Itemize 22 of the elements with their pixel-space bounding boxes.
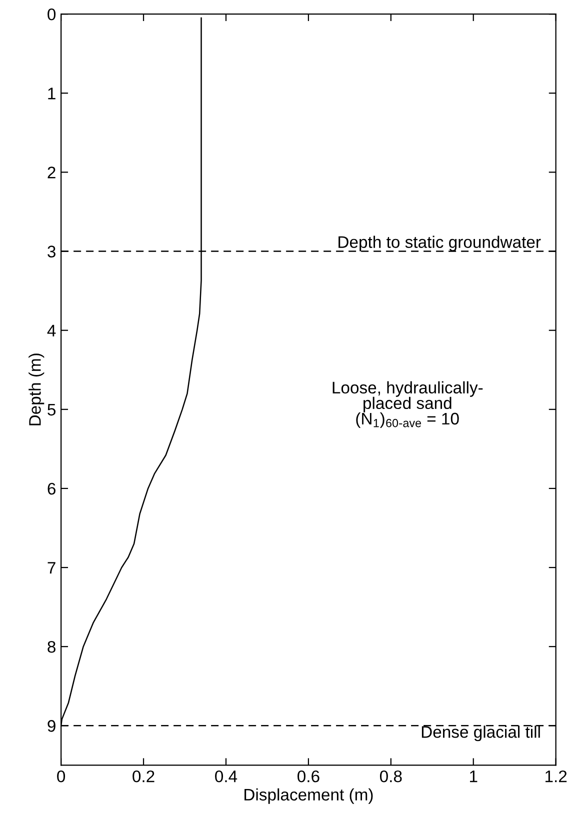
x-axis-title: Displacement (m): [244, 788, 373, 804]
x-tick-label: 1: [470, 770, 478, 782]
x-tick-label: 0.2: [132, 770, 154, 782]
y-tick-label: 5: [48, 404, 56, 416]
x-tick-label: 0.6: [298, 770, 320, 782]
annotation: Loose, hydraulically- placed sand (N$_{1}$)$_{60-ave}$ = 10: [332, 381, 483, 428]
y-tick-label: 6: [48, 482, 56, 495]
y-tick-label: 3: [48, 246, 56, 258]
ref-line-label: Dense glacial till: [422, 726, 540, 742]
x-tick-label: 0.8: [380, 770, 402, 782]
x-tick-label: 1.2: [546, 770, 567, 782]
y-tick-label: 2: [48, 166, 56, 178]
x-tick-label: 0.4: [215, 770, 238, 782]
ref-line-label: Depth to static groundwater: [338, 236, 541, 252]
y-tick-label: 1: [48, 88, 56, 100]
y-tick-label: 8: [48, 640, 56, 653]
y-axis-title: Depth (m): [28, 354, 44, 426]
y-tick-label: 7: [48, 562, 56, 574]
y-tick-label: 0: [48, 8, 56, 20]
x-tick-label: 0: [57, 770, 66, 782]
y-tick-label: 4: [47, 324, 56, 336]
y-tick-label: 9: [48, 720, 56, 732]
